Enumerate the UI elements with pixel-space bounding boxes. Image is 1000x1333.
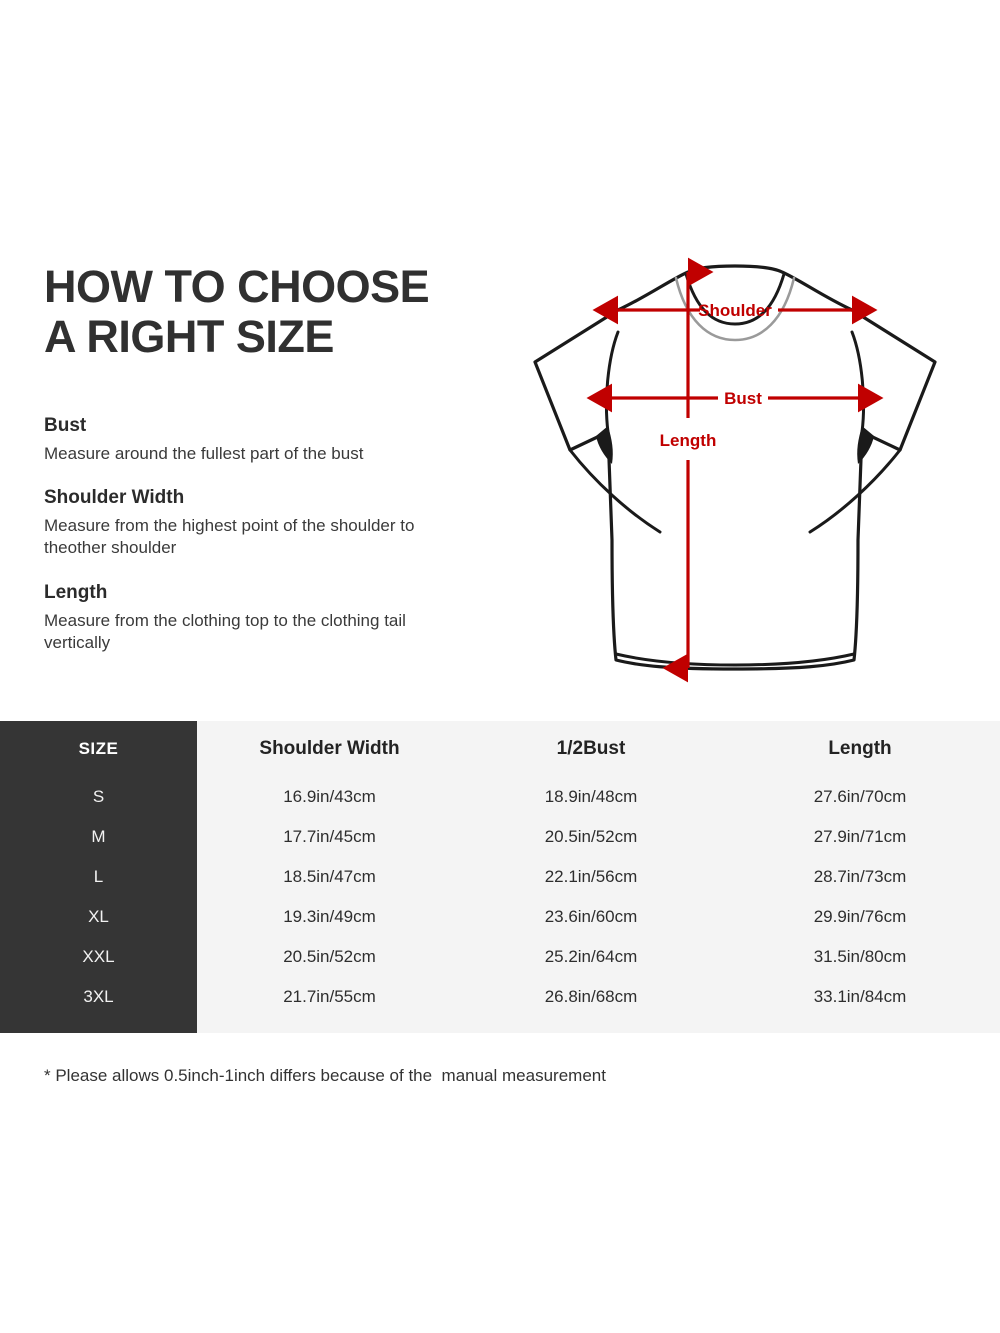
definition-shoulder-width: Shoulder Width Measure from the highest … [44,487,504,560]
cell-half-bust: 23.6in/60cm [544,907,638,926]
size-chart-table: SIZE Shoulder Width 1/2Bust Length S 16.… [0,721,1000,1017]
cell-half-bust: 25.2in/64cm [544,947,638,966]
definition-desc-shoulder-width: Measure from the highest point of the sh… [44,516,415,558]
bust-dimension-label: Bust [724,389,762,408]
shoulder-dimension-label: Shoulder [698,301,772,320]
table-row: M 17.7in/45cm 20.5in/52cm 27.9in/71cm [0,817,1000,857]
page-title: HOW TO CHOOSE A RIGHT SIZE [44,261,514,363]
cell-size: S [92,787,105,806]
tshirt-underarm-shading [596,426,874,464]
cell-size: 3XL [83,987,114,1006]
cell-shoulder-width: 19.3in/49cm [283,907,376,926]
column-header-length: Length [828,738,892,759]
cell-length: 27.9in/71cm [813,827,907,846]
definition-term-shoulder-width: Shoulder Width [44,487,185,509]
table-row: XL 19.3in/49cm 23.6in/60cm 29.9in/76cm [0,897,1000,937]
table-row: L 18.5in/47cm 22.1in/56cm 28.7in/73cm [0,857,1000,897]
cell-shoulder-width: 17.7in/45cm [283,827,376,846]
page-title-line-1: HOW TO CHOOSE [44,261,430,312]
cell-size: XXL [82,947,115,966]
page-title-line-2: A RIGHT SIZE [44,311,334,363]
column-header-size: SIZE [78,739,119,758]
definition-desc-length: Measure from the clothing top to the clo… [44,610,406,653]
cell-half-bust: 26.8in/68cm [544,987,638,1006]
cell-length: 31.5in/80cm [813,947,907,966]
column-header-half-bust: 1/2Bust [556,738,626,759]
measurement-disclaimer: * Please allows 0.5inch-1inch differs be… [44,1066,606,1085]
cell-length: 33.1in/84cm [813,987,907,1006]
size-chart-table-wrapper: SIZE Shoulder Width 1/2Bust Length S 16.… [0,721,1000,1033]
cell-shoulder-width: 18.5in/47cm [283,867,376,886]
definition-desc-bust: Measure around the fullest part of the b… [44,443,364,463]
cell-length: 27.6in/70cm [813,787,907,806]
tshirt-sleeve-seams [568,330,902,534]
tshirt-outline [533,264,937,671]
definition-length: Length Measure from the clothing top to … [44,582,504,655]
definition-term-length: Length [44,581,108,603]
tshirt-hem [614,652,856,667]
cell-half-bust: 22.1in/56cm [544,867,638,886]
table-row: S 16.9in/43cm 18.9in/48cm 27.6in/70cm [0,777,1000,817]
cell-half-bust: 18.9in/48cm [544,787,638,806]
cell-shoulder-width: 21.7in/55cm [283,987,376,1006]
measurement-definitions: Bust Measure around the fullest part of … [44,415,504,677]
length-dimension-label: Length [660,431,717,450]
cell-length: 28.7in/73cm [813,867,907,886]
definition-bust: Bust Measure around the fullest part of … [44,415,504,465]
cell-length: 29.9in/76cm [813,907,907,926]
table-header-row: SIZE Shoulder Width 1/2Bust Length [0,721,1000,777]
size-column-background [0,721,197,1033]
cell-shoulder-width: 16.9in/43cm [283,787,376,806]
cell-size: L [93,867,104,886]
table-row: 3XL 21.7in/55cm 26.8in/68cm 33.1in/84cm [0,977,1000,1017]
tshirt-measurement-diagram: Shoulder Bust Length [500,250,980,690]
cell-shoulder-width: 20.5in/52cm [283,947,376,966]
cell-size: XL [88,907,109,926]
definition-term-bust: Bust [44,415,87,436]
column-header-shoulder-width: Shoulder Width [259,738,400,759]
cell-half-bust: 20.5in/52cm [544,827,638,846]
cell-size: M [91,827,106,846]
table-row: XXL 20.5in/52cm 25.2in/64cm 31.5in/80cm [0,937,1000,977]
